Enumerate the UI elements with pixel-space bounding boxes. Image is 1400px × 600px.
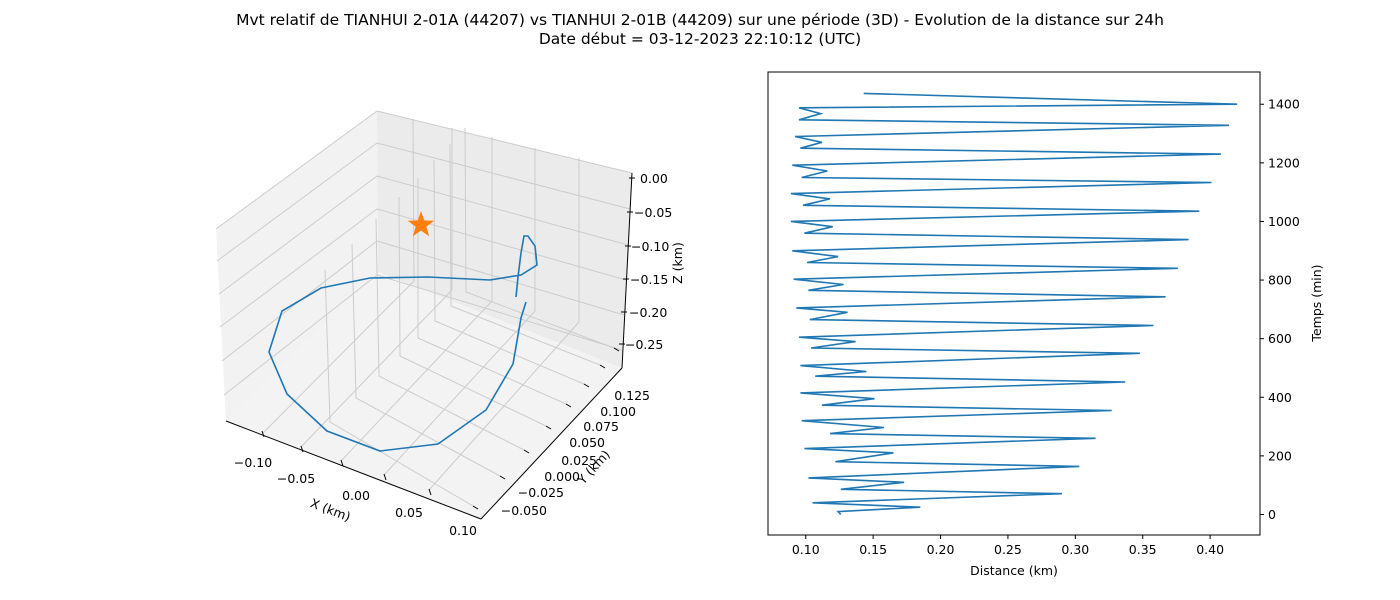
x-ticks-2d: 0.10 0.15 0.20 0.25 0.30 0.35 0.40: [792, 535, 1224, 557]
pane-left: [216, 111, 378, 421]
trajectory-3d: [268, 235, 538, 452]
y-tick-label: −0.050: [501, 503, 547, 518]
z-tick-label: −0.05: [634, 205, 672, 220]
y-tick-label: 0.100: [600, 404, 636, 419]
axes-3d: −0.10 −0.05 0.00 0.05 0.10 −0.050 −0.025…: [215, 110, 685, 538]
y-tick-label: 0.125: [614, 388, 650, 403]
star-marker: [407, 211, 435, 237]
y-ticks-2d: 0 200 400 600 800 1000 1200 1400: [1260, 97, 1300, 522]
pane-back: [377, 111, 632, 368]
y-axis-label-2d: Temps (min): [1309, 264, 1324, 342]
axes-2d: 0.10 0.15 0.20 0.25 0.30 0.35 0.40 0 200 400 600 8…: [767, 71, 1324, 578]
z-tick-label: −0.20: [629, 305, 667, 320]
x-tick-label: 0.05: [395, 505, 423, 520]
y-tick-label: 0.000: [544, 469, 580, 484]
z-axis-label-3d: Z (km): [670, 242, 685, 284]
x-tick-label: 0.30: [1061, 542, 1089, 557]
z-ticks-3d: [619, 177, 635, 345]
z-tick-label: 0.00: [640, 171, 668, 186]
x-tick-label: 0.00: [342, 488, 370, 503]
y-tick-label: 0: [1268, 507, 1276, 522]
y-tick-label: 0.050: [569, 435, 605, 450]
figure-title-line1: Mvt relatif de TIANHUI 2-01A (44207) vs …: [236, 11, 1164, 29]
x-tick-label: 0.15: [859, 542, 887, 557]
y-tick-label: 1400: [1268, 97, 1300, 112]
z-tick-label: −0.10: [631, 239, 669, 254]
x-tick-label: 0.40: [1196, 542, 1224, 557]
x-tick-label: 0.10: [792, 542, 820, 557]
x-axis-label-2d: Distance (km): [970, 563, 1058, 578]
x-tick-label: 0.25: [994, 542, 1022, 557]
y-tick-label: 800: [1268, 273, 1292, 288]
axis-lines-3d: [225, 172, 633, 520]
x-tick-label: 0.35: [1129, 542, 1157, 557]
y-tick-label: 600: [1268, 331, 1292, 346]
z-tick-label: −0.25: [625, 337, 663, 352]
figure-title-line2: Date début = 03-12-2023 22:10:12 (UTC): [539, 30, 861, 48]
x-tick-label: 0.10: [449, 523, 477, 538]
pane-floor: [226, 272, 622, 519]
x-tick-label: −0.10: [234, 455, 272, 470]
y-tick-label: 200: [1268, 448, 1292, 463]
y-tick-label: 0.075: [583, 419, 619, 434]
x-ticks-3d: [261, 430, 432, 496]
y-tick-label: 0.025: [561, 453, 597, 468]
distance-series-line: [790, 92, 1238, 516]
x-tick-label: −0.05: [277, 471, 315, 486]
y-tick-label: −0.025: [518, 485, 564, 500]
y-tick-label: 1200: [1268, 155, 1300, 170]
y-tick-label: 400: [1268, 390, 1292, 405]
x-tick-label: 0.20: [927, 542, 955, 557]
z-tick-label: −0.15: [630, 272, 668, 287]
y-tick-label: 1000: [1268, 214, 1300, 229]
y-ticks-3d: [472, 347, 620, 510]
